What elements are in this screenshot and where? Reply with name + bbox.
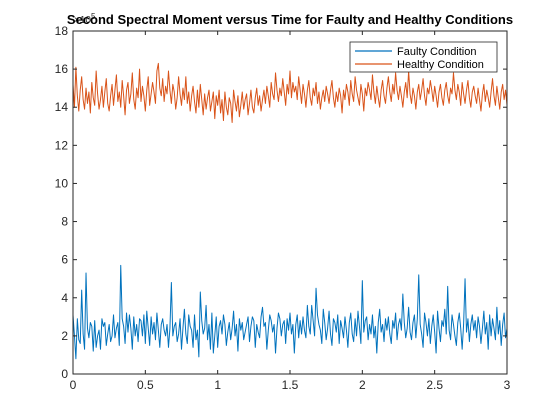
y-tick-label: 16 — [55, 62, 69, 76]
y-tick-label: 2 — [61, 329, 68, 343]
y-tick-label: 0 — [61, 367, 68, 381]
series-line-faulty-condition — [72, 264, 508, 360]
x-tick-label: 1.5 — [282, 378, 299, 392]
legend-box — [349, 41, 498, 73]
x-tick-label: 3 — [504, 378, 511, 392]
y-tick-label: 8 — [61, 215, 68, 229]
y-axis: 0 2 4 6 8 10 12 14 16 18 — [55, 24, 507, 381]
y-tick-label: 14 — [55, 100, 69, 114]
legend-label-faulty: Faulty Condition — [397, 46, 477, 58]
x-tick-label: 0.5 — [137, 378, 154, 392]
x-tick-label: 0 — [70, 378, 77, 392]
y-tick-label: 6 — [61, 253, 68, 267]
x-axis: 0 0.5 1 1.5 2 2.5 3 — [70, 31, 511, 392]
y-tick-label: 12 — [55, 138, 69, 152]
x-tick-label: 1 — [214, 378, 221, 392]
legend: Faulty Condition Healthy Condition — [349, 41, 498, 73]
x-tick-label: 2.5 — [426, 378, 443, 392]
y-tick-label: 18 — [55, 24, 69, 38]
series-line-healthy-condition — [72, 62, 508, 131]
series-layer — [72, 62, 508, 360]
chart-title: Second Spectral Moment versus Time for F… — [67, 12, 513, 27]
legend-label-healthy: Healthy Condition — [397, 59, 484, 71]
y-tick-label: 10 — [55, 176, 69, 190]
x-tick-label: 2 — [359, 378, 366, 392]
y-tick-label: 4 — [61, 291, 68, 305]
y-exponent-label: ×105 — [74, 12, 96, 26]
